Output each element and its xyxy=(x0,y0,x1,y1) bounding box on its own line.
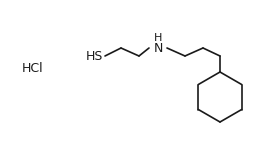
Text: HCl: HCl xyxy=(22,61,44,74)
Text: N: N xyxy=(153,42,163,55)
Text: HS: HS xyxy=(86,50,103,62)
Text: H: H xyxy=(154,33,162,43)
